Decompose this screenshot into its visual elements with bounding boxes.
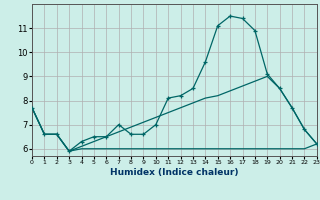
X-axis label: Humidex (Indice chaleur): Humidex (Indice chaleur) bbox=[110, 168, 239, 177]
